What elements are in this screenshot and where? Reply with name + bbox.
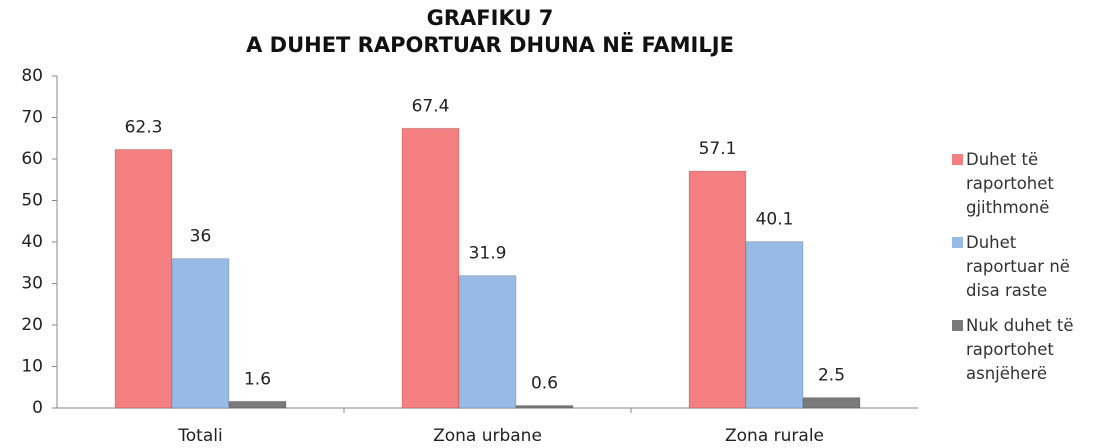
y-tick-label: 30: [21, 274, 43, 294]
x-tick-label: Zona rurale: [725, 426, 824, 446]
value-label: 1.6: [244, 369, 271, 389]
bar: [802, 397, 861, 409]
legend-swatch: [952, 154, 963, 165]
legend-item: Duhet raportuar në disa raste: [952, 231, 1097, 303]
bar: [745, 241, 804, 409]
y-tick-label: 20: [21, 315, 43, 335]
legend-item: Duhet të raportohet gjithmonë: [952, 148, 1097, 220]
legend-label: Nuk duhet të raportohet asnjëherë: [966, 316, 1074, 383]
value-label: 67.4: [412, 96, 450, 116]
value-label: 36: [190, 227, 212, 247]
legend-label: Duhet të raportohet gjithmonë: [966, 150, 1054, 217]
chart-subtitle: A DUHET RAPORTUAR DHUNA NË FAMILJE: [246, 32, 734, 57]
x-tick-label: Zona urbane: [433, 426, 542, 446]
value-label: 62.3: [125, 117, 163, 137]
value-label: 31.9: [469, 244, 507, 264]
value-label: 2.5: [818, 366, 845, 386]
bar: [688, 170, 747, 409]
x-tick-label: Totali: [177, 426, 222, 446]
value-label: 57.1: [699, 139, 737, 159]
y-tick-label: 0: [32, 398, 43, 418]
value-label: 40.1: [756, 210, 794, 230]
legend-swatch: [952, 320, 963, 331]
y-tick-label: 80: [21, 66, 43, 86]
y-tick-label: 40: [21, 232, 43, 252]
y-tick-label: 50: [21, 191, 43, 211]
bar: [515, 405, 574, 409]
y-tick-label: 70: [21, 108, 43, 128]
bar: [171, 258, 230, 409]
chart-title: GRAFIKU 7: [427, 6, 554, 30]
value-label: 0.6: [531, 374, 558, 394]
bar: [401, 127, 460, 409]
legend-item: Nuk duhet të raportohet asnjëherë: [952, 314, 1097, 386]
legend-label: Duhet raportuar në disa raste: [966, 233, 1070, 300]
bar: [458, 275, 517, 409]
y-tick-label: 60: [21, 149, 43, 169]
bar: [228, 400, 287, 409]
y-tick-label: 10: [21, 357, 43, 377]
bar: [114, 148, 173, 409]
legend-swatch: [952, 237, 963, 248]
